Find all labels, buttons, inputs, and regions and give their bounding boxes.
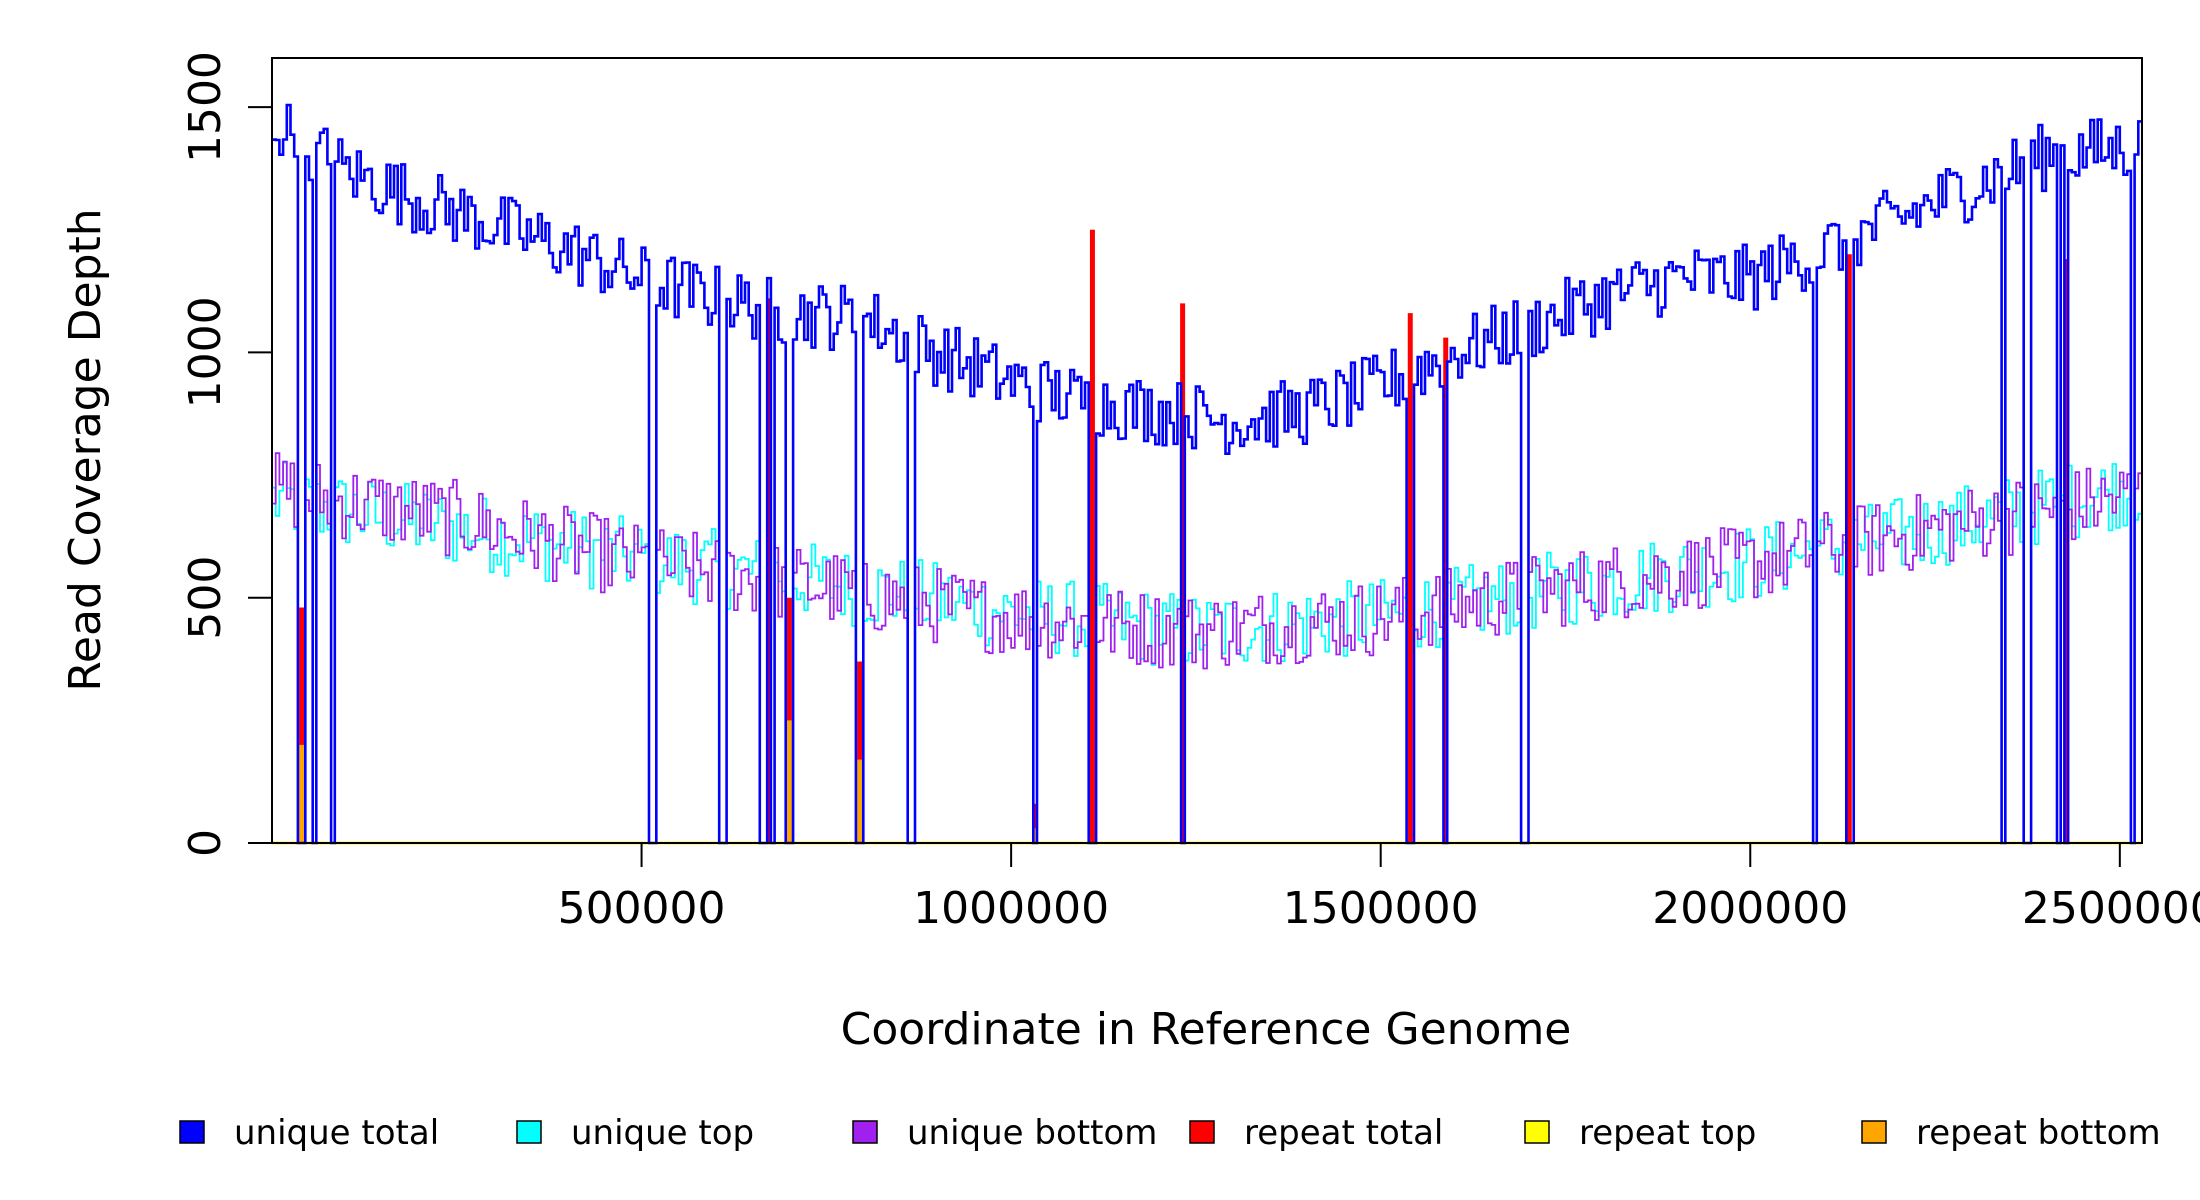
legend-label-repeat-top: repeat top <box>1579 1113 1756 1153</box>
y-tick-label: 500 <box>180 556 231 640</box>
series-unique-bottom <box>272 452 2142 844</box>
y-tick-label: 1000 <box>180 296 231 408</box>
legend: unique total unique top unique bottom repea… <box>179 1113 2161 1153</box>
legend-swatch-unique-total <box>179 1120 205 1144</box>
x-tick-label: 1000000 <box>913 883 1109 934</box>
legend-label-repeat-total: repeat total <box>1244 1113 1443 1153</box>
x-tick-label: 2500000 <box>2022 883 2200 934</box>
x-tick-label: 500000 <box>558 883 726 934</box>
x-axis: 500000 1000000 1500000 2000000 2500000 <box>558 843 2200 934</box>
y-axis-title: Read Coverage Depth <box>60 208 111 691</box>
legend-swatch-repeat-bottom <box>1861 1120 1887 1144</box>
y-tick-label: 1500 <box>180 51 231 163</box>
legend-label-unique-total: unique total <box>234 1113 439 1153</box>
legend-swatch-unique-top <box>516 1120 542 1144</box>
x-axis-title: Coordinate in Reference Genome <box>841 1004 1572 1055</box>
x-tick-label: 1500000 <box>1283 883 1479 934</box>
y-axis: 0 500 1000 1500 <box>180 51 272 857</box>
plot-frame <box>271 57 2143 844</box>
legend-label-unique-bottom: unique bottom <box>907 1113 1157 1153</box>
x-tick-label: 2000000 <box>1652 883 1848 934</box>
y-tick-label: 0 <box>180 829 231 857</box>
legend-swatch-repeat-total <box>1189 1120 1215 1144</box>
legend-swatch-repeat-top <box>1524 1120 1550 1144</box>
legend-label-unique-top: unique top <box>571 1113 754 1153</box>
series-unique-total <box>272 103 2142 845</box>
series-layer <box>272 103 2142 845</box>
legend-swatch-unique-bottom <box>852 1120 878 1144</box>
legend-label-repeat-bottom: repeat bottom <box>1916 1113 2161 1153</box>
series-unique-top <box>272 461 2142 844</box>
